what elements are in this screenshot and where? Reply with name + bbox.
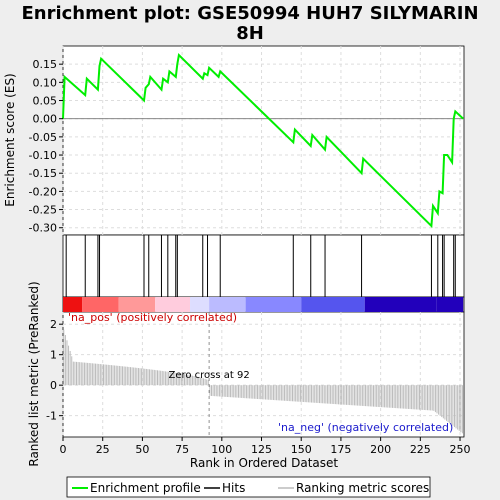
- metric-y-tick-label: 1: [50, 349, 57, 362]
- x-axis-label: Rank in Ordered Dataset: [190, 456, 338, 470]
- es-y-axis: 0.15 0.10 0.05 0.00 -0.05 -0.10 -0.15 -0.20 -0.2…: [29, 58, 63, 235]
- gradient-segment: [365, 297, 436, 312]
- metric-y-axis-label: Ranked list metric (PreRanked): [27, 281, 41, 466]
- negative-correlation-label: 'na_neg' (negatively correlated): [278, 421, 453, 434]
- gradient-segment: [190, 297, 209, 312]
- x-tick-label: 0: [60, 443, 67, 456]
- legend-metric-label: Ranking metric scores: [296, 481, 429, 495]
- rank-gradient-bar: [63, 297, 463, 312]
- gradient-segment: [301, 297, 365, 312]
- metric-y-tick-label: 0: [50, 379, 57, 392]
- x-tick-label: 100: [211, 443, 232, 456]
- hits-panel: [63, 235, 464, 297]
- x-tick-label: 175: [330, 443, 351, 456]
- metric-y-tick-label: -1: [46, 410, 57, 423]
- es-y-tick-label: -0.10: [29, 149, 57, 162]
- es-y-axis-label: Enrichment score (ES): [3, 73, 17, 206]
- x-tick-label: 200: [370, 443, 391, 456]
- x-tick-label: 125: [251, 443, 272, 456]
- x-tick-label: 150: [291, 443, 312, 456]
- es-y-tick-label: -0.25: [29, 204, 57, 217]
- es-y-tick-label: 0.05: [33, 95, 58, 108]
- gradient-segment: [119, 297, 156, 312]
- gradient-segment: [63, 297, 82, 312]
- gradient-segment: [82, 297, 119, 312]
- x-tick-label: 75: [175, 443, 189, 456]
- x-axis: 0 25 50 75 100 125 150 175 200 225 250: [60, 437, 471, 456]
- enrichment-panel: [63, 46, 464, 235]
- metric-y-axis: 2 1 0 -1: [46, 318, 63, 422]
- legend-hits-label: Hits: [222, 481, 245, 495]
- es-y-tick-label: 0.00: [33, 113, 58, 126]
- chart-title-line-2: 8H: [236, 23, 264, 44]
- x-tick-label: 25: [96, 443, 110, 456]
- x-tick-label: 225: [410, 443, 431, 456]
- metric-y-tick-label: 2: [50, 318, 57, 331]
- gradient-segment: [209, 297, 246, 312]
- es-y-tick-label: 0.10: [33, 76, 58, 89]
- gradient-segment: [155, 297, 190, 312]
- legend: Enrichment profile Hits Ranking metric s…: [67, 477, 430, 497]
- zero-cross-label: Zero cross at 92: [168, 370, 249, 381]
- es-y-tick-label: 0.15: [33, 58, 58, 71]
- legend-enrichment-label: Enrichment profile: [90, 481, 201, 495]
- es-y-tick-label: -0.05: [29, 131, 57, 144]
- es-y-tick-label: -0.20: [29, 185, 57, 198]
- x-tick-label: 50: [135, 443, 149, 456]
- positive-correlation-label: 'na_pos' (positively correlated): [68, 311, 237, 324]
- es-y-tick-label: -0.15: [29, 167, 57, 180]
- chart-title-line-1: Enrichment plot: GSE50994 HUH7 SILYMARIN: [21, 3, 478, 24]
- x-tick-label: 250: [450, 443, 471, 456]
- es-y-tick-label: -0.30: [29, 222, 57, 235]
- gradient-segment: [436, 297, 463, 312]
- metric-panel: [63, 312, 464, 437]
- gradient-segment: [246, 297, 302, 312]
